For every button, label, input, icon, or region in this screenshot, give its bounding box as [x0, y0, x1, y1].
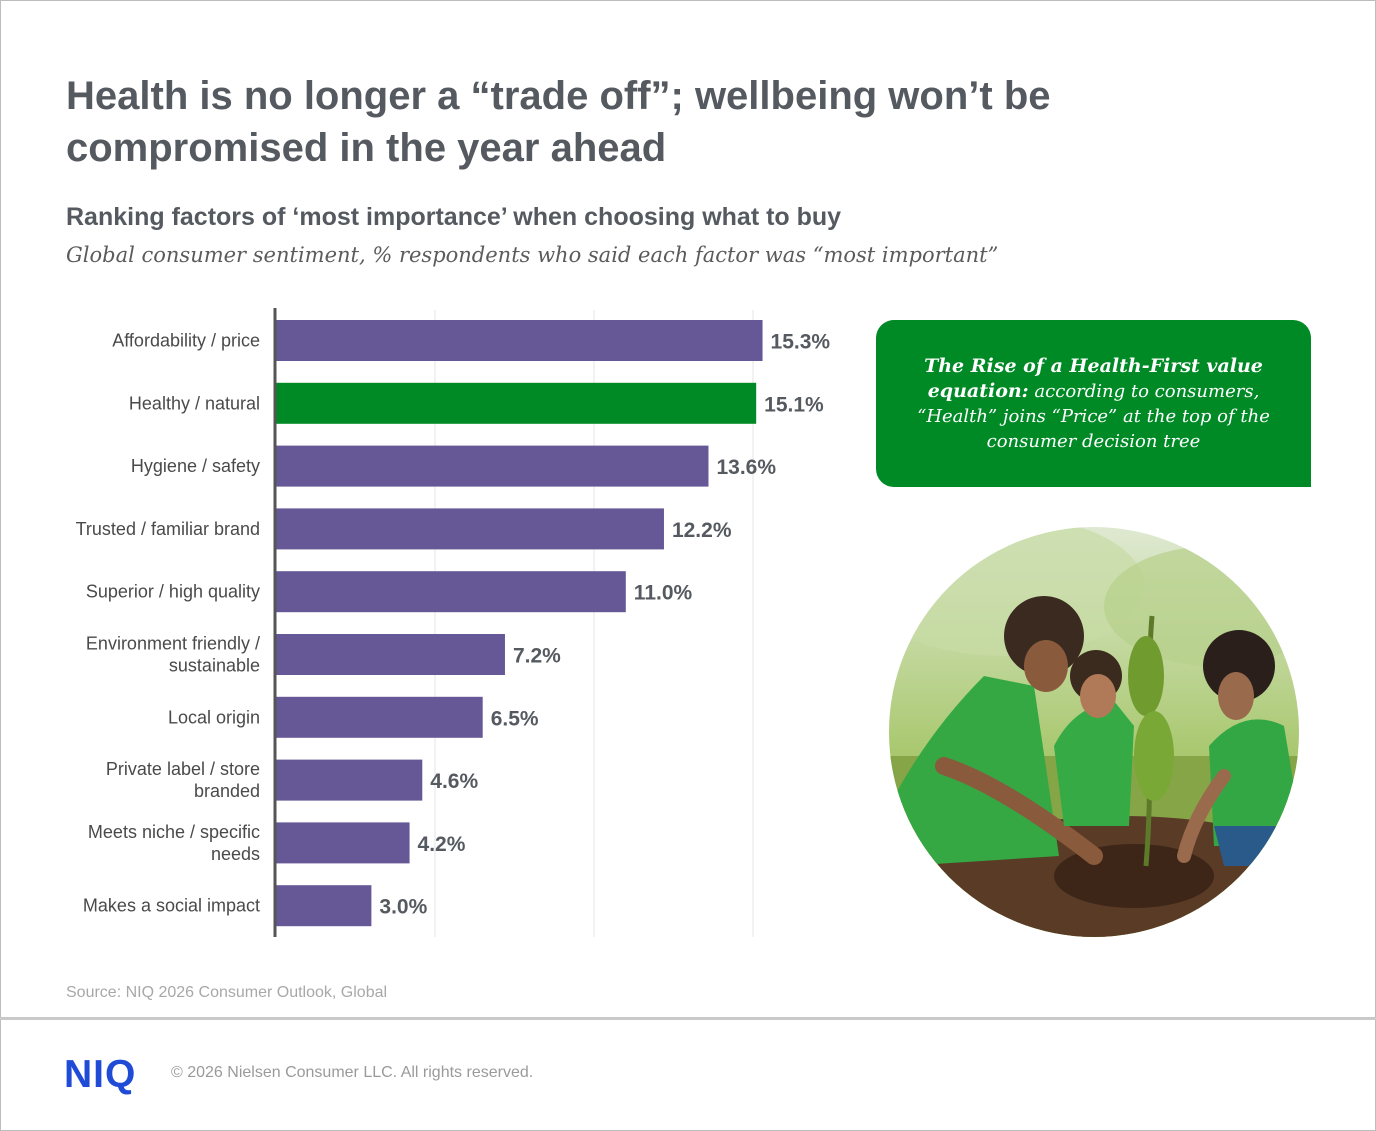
bar-8 [276, 759, 423, 801]
data-label-5: 11.0% [634, 582, 693, 605]
category-label-3: Hygiene / safety [131, 456, 260, 476]
data-label-4: 12.2% [672, 519, 732, 542]
bar-3 [276, 445, 709, 487]
bar-chart: 15.3% Affordability / price 15.1% Healthy /… [76, 308, 831, 937]
callout-bold-text: The Rise of a Health-First value equatio… [924, 354, 1263, 402]
niq-logo: NIQ [64, 1053, 137, 1096]
data-label-9: 4.2% [418, 833, 466, 856]
chart-description: Global consumer sentiment, % respondents… [66, 243, 999, 267]
copyright-text: © 2026 Nielsen Consumer LLC. All rights … [171, 1064, 534, 1081]
category-label-10: Makes a social impact [83, 896, 260, 916]
bar-10 [276, 885, 372, 927]
bar-1 [276, 320, 763, 361]
bar-9 [276, 822, 410, 864]
bar-2 [276, 382, 757, 424]
category-label-9: Meets niche / specific needs [88, 822, 260, 864]
people-planting-tree-image [889, 527, 1299, 937]
data-label-2: 15.1% [764, 393, 824, 416]
callout-box: The Rise of a Health-First value equatio… [876, 320, 1311, 487]
category-label-7: Local origin [168, 707, 260, 727]
chart-subtitle: Ranking factors of ‘most importance’ whe… [66, 203, 842, 231]
category-label-4: Trusted / familiar brand [76, 519, 260, 539]
source-note: Source: NIQ 2026 Consumer Outlook, Globa… [66, 984, 388, 1001]
category-label-6: Environment friendly / sustainable [86, 634, 260, 676]
data-label-3: 13.6% [716, 456, 776, 479]
category-label-1: Affordability / price [112, 331, 260, 351]
data-label-8: 4.6% [430, 770, 478, 793]
data-label-6: 7.2% [513, 645, 561, 668]
category-label-8: Private label / store branded [106, 759, 260, 801]
category-label-2: Healthy / natural [129, 393, 260, 413]
data-label-7: 6.5% [491, 707, 539, 730]
data-label-1: 15.3% [771, 331, 831, 354]
data-label-10: 3.0% [379, 896, 427, 919]
page-title: Health is no longer a “trade off”; wellb… [66, 74, 1051, 170]
bar-5 [276, 571, 626, 613]
category-label-5: Superior / high quality [86, 582, 260, 602]
bar-6 [276, 634, 505, 675]
callout-text: according to consumers, “Health” joins “… [917, 380, 1270, 452]
bar-7 [276, 696, 483, 738]
bar-4 [276, 508, 664, 550]
footer-divider [0, 1017, 1376, 1020]
